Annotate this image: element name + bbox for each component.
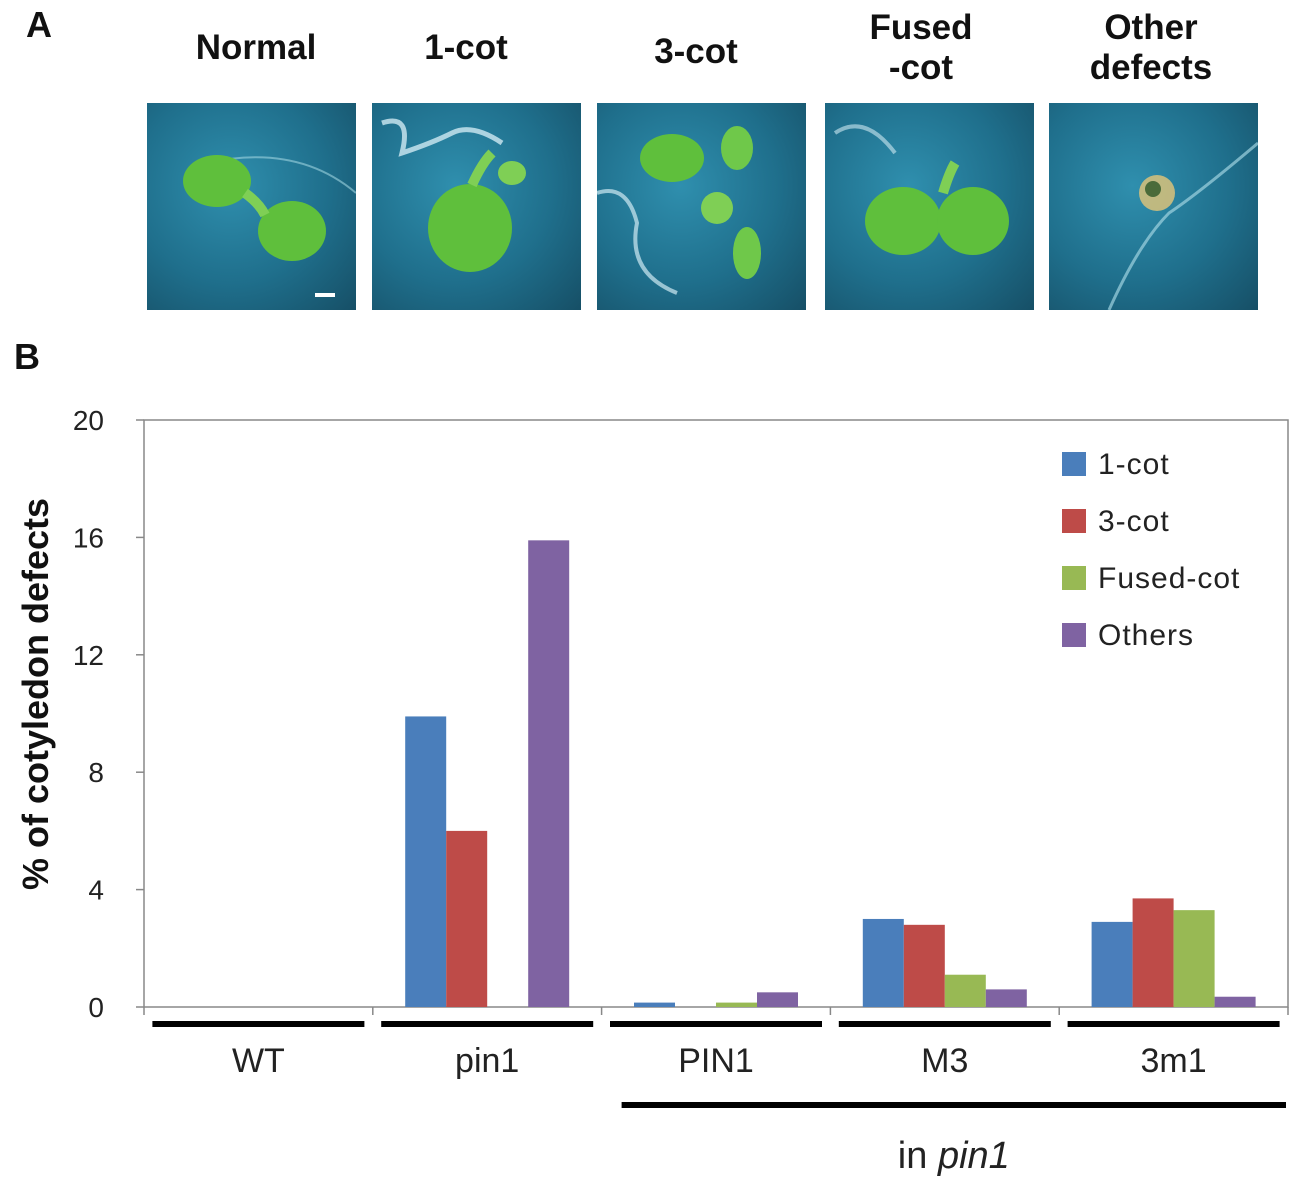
bar-1-cot-pin1 (405, 716, 447, 1007)
group-annotation-prefix: in (898, 1135, 938, 1177)
group-annotation: in pin1 (898, 1135, 1010, 1177)
bar-1-cot-3m1 (1091, 921, 1133, 1007)
photo-3-cot-seedling (597, 103, 806, 310)
legend-swatch-3-cot (1062, 509, 1086, 533)
photo-normal-seedling (147, 103, 356, 310)
y-axis-ticks: 0 4 8 12 16 20 (73, 405, 144, 1023)
y-tick-label: 20 (73, 405, 104, 436)
category-labels: WT pin1 PIN1 M3 3m1 (152, 1021, 1286, 1108)
y-tick-label: 4 (88, 875, 104, 906)
bar-3-cot-m3 (903, 924, 945, 1007)
cotyledon-defects-bar-chart: 0 4 8 12 16 20 WT pin1 PIN1 M3 3m1 1-cot 3-cot Fuse… (15, 405, 1289, 1177)
legend-swatch-others (1062, 623, 1086, 647)
y-axis-label: % of cotyledon defects (15, 498, 56, 890)
chart-legend: 1-cot 3-cot Fused-cot Others (1062, 448, 1240, 652)
bar-1-cot-m3 (862, 918, 904, 1007)
category-label-pin1: PIN1 (678, 1042, 754, 1080)
panel-b-letter-label: B (14, 336, 40, 377)
category-label-3m1: 3m1 (1141, 1042, 1207, 1080)
photo-title-other-defects: Other defects (1089, 8, 1213, 87)
photo-fused-cot-seedling (825, 103, 1034, 310)
photo-1-cot-seedling (372, 103, 581, 310)
y-tick-label: 8 (88, 757, 104, 788)
bar-others-pin1 (528, 540, 570, 1007)
bar-others-m3 (985, 989, 1027, 1007)
y-tick-label: 16 (73, 522, 104, 553)
legend-label-others: Others (1098, 619, 1194, 652)
photo-title-3-cot: 3-cot (654, 32, 738, 71)
category-label-m3: M3 (921, 1042, 968, 1080)
bar-1-cot-pin1 (634, 1002, 675, 1007)
photo-title-1-cot: 1-cot (424, 28, 508, 67)
photo-title-fused-cot: Fused -cot (869, 8, 973, 87)
bar-fused-cot-m3 (944, 974, 986, 1007)
bar-3-cot-3m1 (1132, 898, 1174, 1007)
bar-fused-cot-pin1 (716, 1002, 757, 1007)
bar-3-cot-pin1 (446, 830, 488, 1007)
legend-swatch-fused-cot (1062, 566, 1086, 590)
legend-swatch-1-cot (1062, 452, 1086, 476)
legend-label-3-cot: 3-cot (1098, 505, 1170, 538)
bar-others-pin1 (757, 992, 798, 1007)
legend-label-1-cot: 1-cot (1098, 448, 1170, 481)
bar-others-3m1 (1214, 996, 1256, 1007)
category-label-pin1: pin1 (455, 1042, 519, 1080)
bar-fused-cot-3m1 (1173, 910, 1215, 1007)
group-annotation-italic: pin1 (937, 1135, 1010, 1177)
category-label-wt: WT (232, 1042, 285, 1080)
panel-a-letter: A (26, 4, 52, 45)
y-tick-label: 0 (88, 992, 104, 1023)
photo-title-normal: Normal (195, 28, 317, 67)
photo-other-defects-seedling (1049, 103, 1258, 310)
legend-label-fused-cot: Fused-cot (1098, 562, 1240, 595)
chart-bars (405, 540, 1256, 1007)
y-tick-label: 12 (73, 640, 104, 671)
